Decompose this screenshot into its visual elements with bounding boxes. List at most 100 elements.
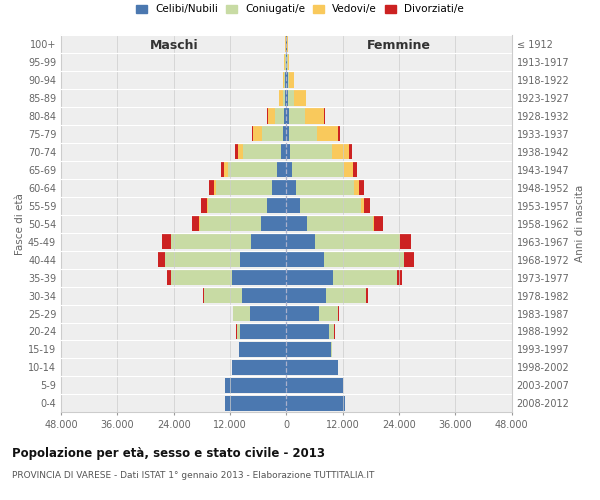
Bar — [165, 252, 241, 268]
Bar — [359, 180, 364, 196]
Bar — [203, 288, 204, 303]
Bar — [319, 306, 338, 321]
Y-axis label: Anni di nascita: Anni di nascita — [575, 185, 585, 262]
Bar — [233, 306, 250, 321]
Bar — [353, 162, 357, 178]
Bar — [284, 108, 286, 124]
Bar — [326, 288, 366, 303]
Bar — [404, 252, 413, 268]
Bar — [284, 54, 285, 70]
Bar — [235, 144, 238, 160]
Bar — [290, 144, 332, 160]
Y-axis label: Fasce di età: Fasce di età — [15, 192, 25, 254]
Bar — [294, 90, 305, 106]
Bar — [200, 216, 260, 232]
Bar — [251, 126, 253, 142]
Bar — [202, 198, 207, 214]
Bar — [242, 288, 286, 303]
Bar — [286, 198, 301, 214]
Bar — [251, 234, 286, 250]
Legend: Celibi/Nubili, Coniugati/e, Vedovi/e, Divorziati/e: Celibi/Nubili, Coniugati/e, Vedovi/e, Di… — [132, 0, 468, 18]
Bar — [286, 360, 338, 375]
Bar — [260, 216, 286, 232]
Bar — [364, 198, 370, 214]
Bar — [286, 234, 314, 250]
Bar — [216, 180, 272, 196]
Text: Femmine: Femmine — [367, 38, 431, 52]
Bar — [361, 198, 364, 214]
Bar — [287, 72, 289, 88]
Bar — [272, 180, 286, 196]
Bar — [226, 396, 286, 411]
Bar — [286, 54, 287, 70]
Bar — [286, 216, 307, 232]
Bar — [286, 270, 334, 285]
Bar — [289, 72, 293, 88]
Bar — [226, 378, 286, 393]
Bar — [208, 198, 266, 214]
Bar — [338, 126, 340, 142]
Bar — [232, 270, 286, 285]
Bar — [241, 324, 286, 339]
Bar — [266, 198, 286, 214]
Bar — [192, 216, 199, 232]
Bar — [227, 162, 277, 178]
Bar — [286, 162, 292, 178]
Bar — [162, 234, 171, 250]
Bar — [281, 144, 286, 160]
Bar — [374, 216, 383, 232]
Bar — [243, 144, 281, 160]
Bar — [331, 342, 332, 357]
Bar — [286, 396, 345, 411]
Bar — [239, 342, 286, 357]
Bar — [285, 90, 286, 106]
Bar — [286, 288, 326, 303]
Bar — [355, 180, 359, 196]
Bar — [214, 180, 216, 196]
Bar — [286, 180, 296, 196]
Bar — [314, 234, 399, 250]
Bar — [209, 180, 214, 196]
Bar — [397, 270, 401, 285]
Bar — [172, 270, 232, 285]
Bar — [286, 306, 319, 321]
Text: Popolazione per età, sesso e stato civile - 2013: Popolazione per età, sesso e stato civil… — [12, 448, 325, 460]
Bar — [305, 108, 324, 124]
Bar — [289, 126, 317, 142]
Bar — [296, 180, 355, 196]
Bar — [158, 252, 165, 268]
Bar — [286, 72, 287, 88]
Bar — [236, 324, 241, 339]
Bar — [324, 252, 404, 268]
Bar — [283, 72, 284, 88]
Bar — [338, 306, 339, 321]
Bar — [307, 216, 373, 232]
Bar — [224, 162, 227, 178]
Bar — [232, 360, 286, 375]
Bar — [172, 234, 251, 250]
Bar — [286, 342, 331, 357]
Bar — [279, 90, 283, 106]
Bar — [400, 234, 412, 250]
Bar — [286, 108, 289, 124]
Bar — [399, 234, 400, 250]
Bar — [286, 144, 290, 160]
Text: PROVINCIA DI VARESE - Dati ISTAT 1° gennaio 2013 - Elaborazione TUTTITALIA.IT: PROVINCIA DI VARESE - Dati ISTAT 1° genn… — [12, 470, 374, 480]
Bar — [262, 126, 283, 142]
Bar — [286, 252, 324, 268]
Bar — [238, 144, 243, 160]
Bar — [275, 108, 284, 124]
Bar — [268, 108, 275, 124]
Bar — [286, 324, 329, 339]
Bar — [288, 90, 294, 106]
Bar — [287, 54, 289, 70]
Bar — [344, 162, 353, 178]
Bar — [317, 126, 338, 142]
Bar — [349, 144, 352, 160]
Bar — [289, 108, 305, 124]
Bar — [253, 126, 262, 142]
Bar — [207, 198, 208, 214]
Bar — [286, 378, 343, 393]
Bar — [286, 90, 288, 106]
Bar — [292, 162, 344, 178]
